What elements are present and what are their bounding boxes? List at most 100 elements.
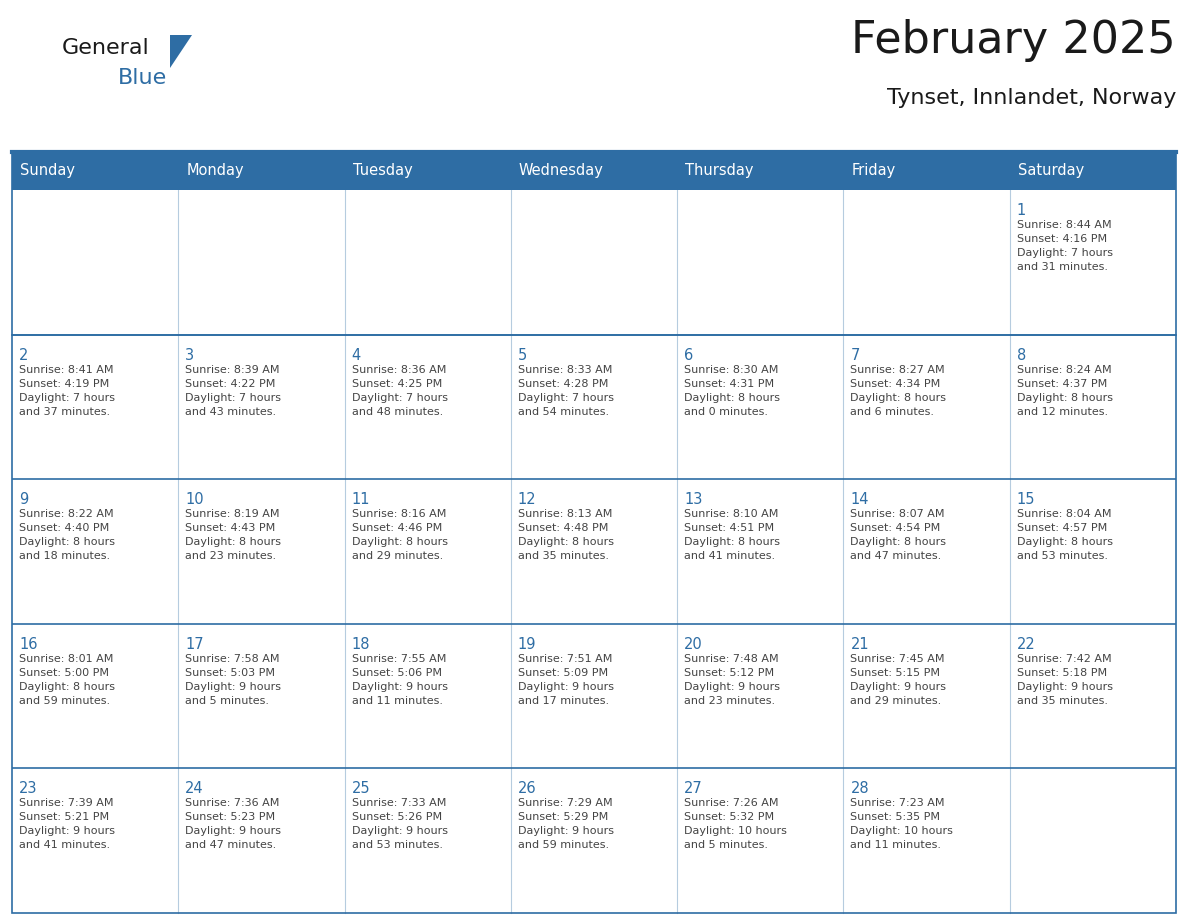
Text: 10: 10	[185, 492, 204, 508]
Text: Sunrise: 7:29 AM
Sunset: 5:29 PM
Daylight: 9 hours
and 59 minutes.: Sunrise: 7:29 AM Sunset: 5:29 PM Dayligh…	[518, 799, 614, 850]
Text: 16: 16	[19, 637, 38, 652]
Text: 27: 27	[684, 781, 703, 797]
Bar	[12, 190, 178, 334]
Text: 1: 1	[1017, 203, 1026, 218]
Text: Sunday: Sunday	[20, 163, 75, 178]
Text: Sunrise: 8:01 AM
Sunset: 5:00 PM
Daylight: 8 hours
and 59 minutes.: Sunrise: 8:01 AM Sunset: 5:00 PM Dayligh…	[19, 654, 115, 706]
Text: Wednesday: Wednesday	[519, 163, 604, 178]
Bar	[178, 334, 345, 479]
Text: Sunrise: 8:36 AM
Sunset: 4:25 PM
Daylight: 7 hours
and 48 minutes.: Sunrise: 8:36 AM Sunset: 4:25 PM Dayligh…	[352, 364, 448, 417]
Text: 3: 3	[185, 348, 195, 363]
Bar	[1010, 479, 1176, 624]
Bar	[345, 190, 511, 334]
Text: 4: 4	[352, 348, 361, 363]
Text: 11: 11	[352, 492, 371, 508]
Bar	[1010, 624, 1176, 768]
Text: 25: 25	[352, 781, 371, 797]
Bar	[677, 479, 843, 624]
Polygon shape	[170, 35, 192, 68]
Bar	[843, 334, 1010, 479]
Bar	[178, 479, 345, 624]
Bar	[511, 334, 677, 479]
Bar	[178, 624, 345, 768]
Text: 18: 18	[352, 637, 371, 652]
Bar	[677, 190, 843, 334]
Text: 14: 14	[851, 492, 868, 508]
Text: Blue: Blue	[118, 68, 168, 88]
Bar	[12, 479, 178, 624]
Text: February 2025: February 2025	[852, 19, 1176, 62]
Text: 12: 12	[518, 492, 537, 508]
Bar	[843, 768, 1010, 913]
Bar	[1010, 334, 1176, 479]
Bar	[511, 624, 677, 768]
Bar	[1010, 190, 1176, 334]
Text: Thursday: Thursday	[685, 163, 753, 178]
Bar	[511, 190, 677, 334]
Text: Sunrise: 8:16 AM
Sunset: 4:46 PM
Daylight: 8 hours
and 29 minutes.: Sunrise: 8:16 AM Sunset: 4:46 PM Dayligh…	[352, 509, 448, 561]
Bar	[1010, 768, 1176, 913]
Text: 7: 7	[851, 348, 860, 363]
Bar	[178, 190, 345, 334]
Bar	[178, 768, 345, 913]
Bar	[511, 479, 677, 624]
Bar	[345, 479, 511, 624]
Bar	[12, 152, 1176, 913]
Bar	[843, 624, 1010, 768]
Bar	[345, 334, 511, 479]
Text: 24: 24	[185, 781, 204, 797]
Text: 15: 15	[1017, 492, 1035, 508]
Text: 23: 23	[19, 781, 38, 797]
Text: Sunrise: 7:33 AM
Sunset: 5:26 PM
Daylight: 9 hours
and 53 minutes.: Sunrise: 7:33 AM Sunset: 5:26 PM Dayligh…	[352, 799, 448, 850]
Text: Sunrise: 8:22 AM
Sunset: 4:40 PM
Daylight: 8 hours
and 18 minutes.: Sunrise: 8:22 AM Sunset: 4:40 PM Dayligh…	[19, 509, 115, 561]
Text: Sunrise: 7:36 AM
Sunset: 5:23 PM
Daylight: 9 hours
and 47 minutes.: Sunrise: 7:36 AM Sunset: 5:23 PM Dayligh…	[185, 799, 282, 850]
Text: 9: 9	[19, 492, 29, 508]
Text: Tynset, Innlandet, Norway: Tynset, Innlandet, Norway	[886, 88, 1176, 108]
Text: Sunrise: 7:58 AM
Sunset: 5:03 PM
Daylight: 9 hours
and 5 minutes.: Sunrise: 7:58 AM Sunset: 5:03 PM Dayligh…	[185, 654, 282, 706]
Text: 5: 5	[518, 348, 527, 363]
Text: Sunrise: 7:42 AM
Sunset: 5:18 PM
Daylight: 9 hours
and 35 minutes.: Sunrise: 7:42 AM Sunset: 5:18 PM Dayligh…	[1017, 654, 1113, 706]
Text: Sunrise: 7:48 AM
Sunset: 5:12 PM
Daylight: 9 hours
and 23 minutes.: Sunrise: 7:48 AM Sunset: 5:12 PM Dayligh…	[684, 654, 781, 706]
Text: General: General	[62, 38, 150, 58]
Text: 2: 2	[19, 348, 29, 363]
Text: Sunrise: 8:07 AM
Sunset: 4:54 PM
Daylight: 8 hours
and 47 minutes.: Sunrise: 8:07 AM Sunset: 4:54 PM Dayligh…	[851, 509, 947, 561]
Bar	[677, 624, 843, 768]
Bar	[677, 334, 843, 479]
Text: 22: 22	[1017, 637, 1036, 652]
Text: Sunrise: 7:45 AM
Sunset: 5:15 PM
Daylight: 9 hours
and 29 minutes.: Sunrise: 7:45 AM Sunset: 5:15 PM Dayligh…	[851, 654, 947, 706]
Text: Tuesday: Tuesday	[353, 163, 412, 178]
Text: Sunrise: 8:41 AM
Sunset: 4:19 PM
Daylight: 7 hours
and 37 minutes.: Sunrise: 8:41 AM Sunset: 4:19 PM Dayligh…	[19, 364, 115, 417]
Bar	[843, 479, 1010, 624]
Bar	[511, 768, 677, 913]
Text: Sunrise: 7:55 AM
Sunset: 5:06 PM
Daylight: 9 hours
and 11 minutes.: Sunrise: 7:55 AM Sunset: 5:06 PM Dayligh…	[352, 654, 448, 706]
Text: Sunrise: 8:13 AM
Sunset: 4:48 PM
Daylight: 8 hours
and 35 minutes.: Sunrise: 8:13 AM Sunset: 4:48 PM Dayligh…	[518, 509, 614, 561]
Text: Sunrise: 7:26 AM
Sunset: 5:32 PM
Daylight: 10 hours
and 5 minutes.: Sunrise: 7:26 AM Sunset: 5:32 PM Dayligh…	[684, 799, 786, 850]
Text: 21: 21	[851, 637, 870, 652]
Bar	[345, 768, 511, 913]
Bar	[12, 624, 178, 768]
Text: Sunrise: 8:24 AM
Sunset: 4:37 PM
Daylight: 8 hours
and 12 minutes.: Sunrise: 8:24 AM Sunset: 4:37 PM Dayligh…	[1017, 364, 1113, 417]
Text: Saturday: Saturday	[1018, 163, 1083, 178]
Bar	[843, 190, 1010, 334]
Bar	[12, 768, 178, 913]
Text: Monday: Monday	[187, 163, 244, 178]
Text: Friday: Friday	[852, 163, 896, 178]
Text: Sunrise: 8:39 AM
Sunset: 4:22 PM
Daylight: 7 hours
and 43 minutes.: Sunrise: 8:39 AM Sunset: 4:22 PM Dayligh…	[185, 364, 282, 417]
Bar	[12, 334, 178, 479]
Text: 13: 13	[684, 492, 702, 508]
Text: Sunrise: 7:51 AM
Sunset: 5:09 PM
Daylight: 9 hours
and 17 minutes.: Sunrise: 7:51 AM Sunset: 5:09 PM Dayligh…	[518, 654, 614, 706]
Text: 17: 17	[185, 637, 204, 652]
Text: Sunrise: 8:30 AM
Sunset: 4:31 PM
Daylight: 8 hours
and 0 minutes.: Sunrise: 8:30 AM Sunset: 4:31 PM Dayligh…	[684, 364, 781, 417]
Bar	[12, 878, 1176, 913]
Text: Sunrise: 8:04 AM
Sunset: 4:57 PM
Daylight: 8 hours
and 53 minutes.: Sunrise: 8:04 AM Sunset: 4:57 PM Dayligh…	[1017, 509, 1113, 561]
Text: Sunrise: 8:27 AM
Sunset: 4:34 PM
Daylight: 8 hours
and 6 minutes.: Sunrise: 8:27 AM Sunset: 4:34 PM Dayligh…	[851, 364, 947, 417]
Text: 26: 26	[518, 781, 537, 797]
Text: 28: 28	[851, 781, 870, 797]
Text: Sunrise: 7:39 AM
Sunset: 5:21 PM
Daylight: 9 hours
and 41 minutes.: Sunrise: 7:39 AM Sunset: 5:21 PM Dayligh…	[19, 799, 115, 850]
Text: 20: 20	[684, 637, 703, 652]
Text: Sunrise: 8:10 AM
Sunset: 4:51 PM
Daylight: 8 hours
and 41 minutes.: Sunrise: 8:10 AM Sunset: 4:51 PM Dayligh…	[684, 509, 781, 561]
Text: Sunrise: 8:19 AM
Sunset: 4:43 PM
Daylight: 8 hours
and 23 minutes.: Sunrise: 8:19 AM Sunset: 4:43 PM Dayligh…	[185, 509, 282, 561]
Text: 19: 19	[518, 637, 536, 652]
Bar	[677, 768, 843, 913]
Text: Sunrise: 8:44 AM
Sunset: 4:16 PM
Daylight: 7 hours
and 31 minutes.: Sunrise: 8:44 AM Sunset: 4:16 PM Dayligh…	[1017, 220, 1113, 272]
